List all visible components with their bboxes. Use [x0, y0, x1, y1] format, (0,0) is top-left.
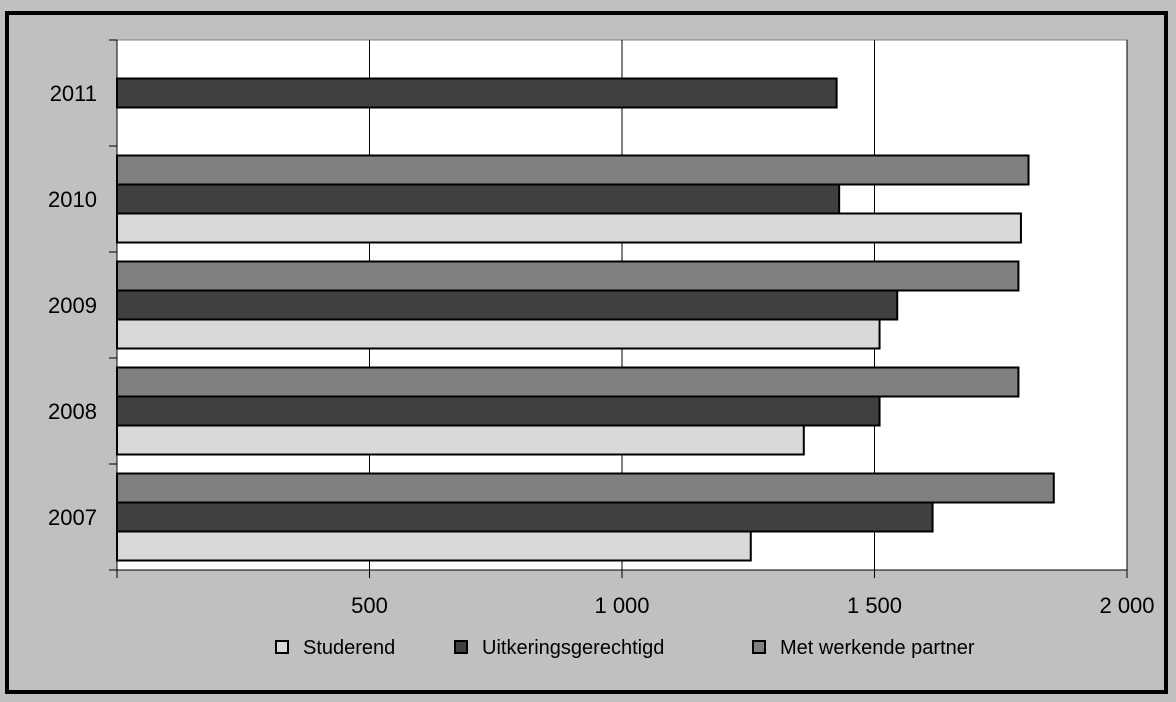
- x-tick-label: 2 000: [1099, 593, 1154, 618]
- legend-swatch-uitkeringsgerechtigd: [454, 640, 468, 654]
- x-tick-label: 1 000: [594, 593, 649, 618]
- axes: [109, 39, 1128, 578]
- legend-label: Studerend: [303, 637, 395, 659]
- y-tick-label: 2009: [48, 293, 97, 318]
- x-tick-label: 500: [351, 593, 388, 618]
- bar-met-werkende-partner-2008: [116, 366, 1020, 398]
- x-tick-label: 1 500: [847, 593, 902, 618]
- y-tick-label: 2010: [48, 187, 97, 212]
- legend: Studerend Uitkeringsgerechtigd Met werkend…: [275, 637, 975, 659]
- bar-uitkeringsgerechtigd-2011: [116, 77, 838, 109]
- bar-uitkeringsgerechtigd-2007: [116, 501, 934, 533]
- bars: [116, 77, 1055, 562]
- bar-met-werkende-partner-2007: [116, 472, 1055, 504]
- bar-uitkeringsgerechtigd-2009: [116, 289, 899, 321]
- legend-label: Met werkende partner: [780, 637, 975, 659]
- bar-met-werkende-partner-2009: [116, 260, 1020, 292]
- bar-studerend-2009: [116, 318, 881, 350]
- bar-studerend-2008: [116, 424, 805, 456]
- legend-label: Uitkeringsgerechtigd: [482, 637, 664, 659]
- tick-labels: 500 1 000 1 500 2 000 2011 2010 2009 2008 2007: [48, 81, 1154, 618]
- legend-swatch-met-werkende-partner: [752, 640, 766, 654]
- y-tick-label: 2007: [48, 505, 97, 530]
- bar-met-werkende-partner-2010: [116, 154, 1030, 186]
- bar-uitkeringsgerechtigd-2010: [116, 183, 841, 215]
- y-tick-label: 2011: [50, 81, 97, 106]
- bar-uitkeringsgerechtigd-2008: [116, 395, 881, 427]
- bar-studerend-2010: [116, 212, 1022, 244]
- y-tick-label: 2008: [48, 399, 97, 424]
- bar-studerend-2007: [116, 530, 752, 562]
- legend-swatch-studerend: [275, 640, 289, 654]
